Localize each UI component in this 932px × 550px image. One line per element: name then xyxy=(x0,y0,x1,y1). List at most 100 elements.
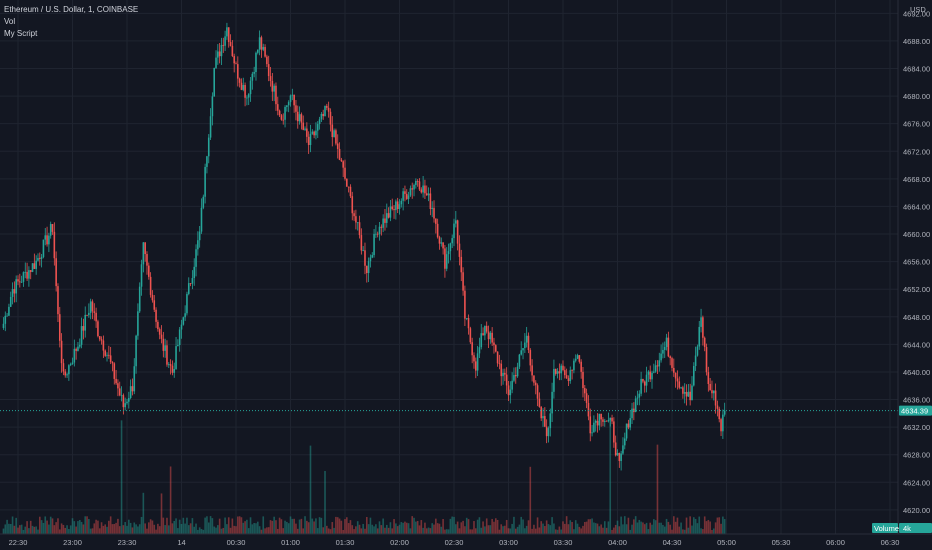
volume-bar xyxy=(449,518,452,534)
volume-bars xyxy=(2,418,726,534)
volume-bar xyxy=(387,527,390,534)
volume-bar xyxy=(627,517,630,534)
script-indicator-label[interactable]: My Script xyxy=(4,29,38,38)
volume-bar xyxy=(534,528,537,534)
volume-bar xyxy=(77,521,79,534)
volume-bar xyxy=(462,520,464,534)
volume-bar xyxy=(19,525,21,534)
candle-body xyxy=(137,311,139,336)
candle-body xyxy=(84,314,87,331)
candle-body xyxy=(296,111,299,122)
volume-bar xyxy=(425,528,428,534)
volume-bar xyxy=(596,523,599,534)
volume-bar xyxy=(689,516,691,534)
candle-body xyxy=(653,371,655,373)
candle-body xyxy=(663,346,666,350)
candle-body xyxy=(264,47,266,57)
volume-bar xyxy=(647,529,650,534)
candle-body xyxy=(504,372,506,375)
volume-bar xyxy=(544,526,546,534)
volume-bar xyxy=(276,528,279,534)
volume-bar xyxy=(266,527,268,534)
candle-body xyxy=(338,148,341,160)
time-axis[interactable]: 22:30 23:00 23:30 14 00:30 01:00 01:30 02:00 02:… xyxy=(9,538,900,547)
candle-body xyxy=(427,193,430,196)
volume-bar xyxy=(636,522,639,534)
candle-body xyxy=(355,216,357,223)
candle-body xyxy=(574,358,577,361)
volume-bar xyxy=(551,517,553,534)
candle-body xyxy=(24,271,27,273)
volume-bar xyxy=(642,522,644,534)
volume-bar xyxy=(271,520,274,534)
candle-body xyxy=(291,94,294,96)
candle-body xyxy=(425,193,428,196)
price-tick-label: 4628.00 xyxy=(903,451,930,460)
volume-bar xyxy=(229,527,232,534)
volume-bar xyxy=(562,521,564,534)
candle-body xyxy=(451,238,453,244)
price-tick-label: 4688.00 xyxy=(903,37,930,46)
candle-body xyxy=(353,213,355,217)
candle-body xyxy=(122,395,125,408)
volume-bar xyxy=(273,516,275,534)
candle-body xyxy=(591,432,593,434)
volume-bar xyxy=(529,466,532,534)
candle-body xyxy=(287,102,290,106)
candle-body xyxy=(135,335,137,367)
candle-body xyxy=(405,193,408,199)
volume-bar xyxy=(44,516,47,534)
volume-bar xyxy=(40,520,43,534)
volume-bar xyxy=(15,517,17,534)
vol-indicator-label[interactable]: Vol xyxy=(4,17,16,26)
volume-bar xyxy=(57,518,59,534)
volume-bar xyxy=(2,528,5,534)
volume-bar xyxy=(278,517,281,534)
candle-body xyxy=(587,402,590,417)
volume-bar xyxy=(718,517,721,534)
volume-bar xyxy=(634,516,637,534)
volume-bar xyxy=(128,519,130,534)
candle-body xyxy=(534,382,537,386)
candle-body xyxy=(322,113,324,117)
candle-body xyxy=(98,336,101,340)
candle-body xyxy=(249,80,252,95)
candle-body xyxy=(220,44,223,57)
candle-body xyxy=(15,279,17,294)
candle-body xyxy=(391,206,394,210)
volume-bar xyxy=(198,527,201,534)
price-axis[interactable]: 4620.00 4624.00 4628.00 4632.00 4636.00 4640.… xyxy=(903,9,930,515)
candle-body xyxy=(716,405,719,409)
candle-body xyxy=(257,49,259,53)
candle-body xyxy=(155,309,157,322)
symbol-title[interactable]: Ethereum / U.S. Dollar, 1, COINBASE xyxy=(4,5,139,14)
candle-body xyxy=(235,63,237,65)
candle-body xyxy=(95,312,97,322)
volume-bar xyxy=(680,522,682,534)
volume-bar xyxy=(569,520,572,534)
candle-body xyxy=(594,420,597,423)
candle-body xyxy=(246,97,248,99)
candle-body xyxy=(435,218,437,224)
candle-body xyxy=(187,283,190,294)
candle-body xyxy=(462,272,464,291)
candle-body xyxy=(703,337,706,347)
candle-body xyxy=(371,255,374,258)
candle-body xyxy=(20,281,23,283)
volume-bar xyxy=(616,520,619,534)
candle-body xyxy=(82,326,85,331)
volume-bar xyxy=(211,518,214,534)
candle-body xyxy=(436,223,439,238)
candle-body xyxy=(73,348,76,363)
volume-bar xyxy=(160,493,163,534)
volume-bar xyxy=(698,516,701,534)
volume-bar xyxy=(645,522,648,534)
candle-body xyxy=(634,398,637,413)
candle-body xyxy=(304,128,306,130)
volume-bar xyxy=(233,525,235,534)
candle-body xyxy=(631,408,633,419)
volume-bar xyxy=(593,522,595,534)
volume-bar xyxy=(598,526,601,534)
candle-body xyxy=(416,180,419,182)
